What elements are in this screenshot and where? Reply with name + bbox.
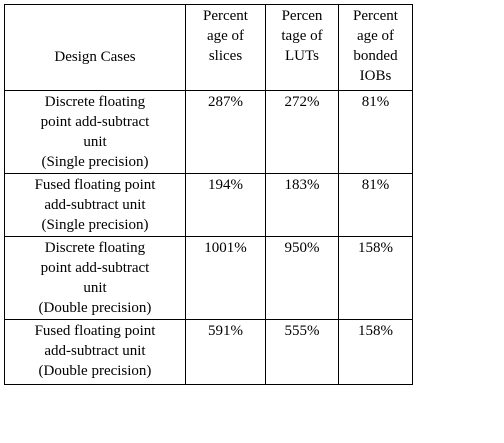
cell: 591% [185, 319, 266, 385]
cell: 158% [338, 319, 413, 385]
row: Fused floating point add-subtract unit (… [4, 319, 413, 385]
cell: Fused floating point add-subtract unit (… [4, 319, 186, 385]
header-cell: Design Cases [4, 4, 186, 91]
cell: 1001% [185, 236, 266, 320]
cell: 272% [265, 90, 339, 174]
cell: Discrete floating point add-subtract uni… [4, 90, 186, 174]
cell: Discrete floating point add-subtract uni… [4, 236, 186, 320]
cell: 950% [265, 236, 339, 320]
results-table: Design Cases Percent age of slices Perce… [4, 4, 413, 385]
cell: Fused floating point add-subtract unit (… [4, 173, 186, 237]
cell: 81% [338, 173, 413, 237]
header-cell: Percen tage of LUTs [265, 4, 339, 91]
cell: 183% [265, 173, 339, 237]
header-cell: Percent age of bonded IOBs [338, 4, 413, 91]
header-row: Design Cases Percent age of slices Perce… [4, 4, 413, 91]
header-cell: Percent age of slices [185, 4, 266, 91]
row: Discrete floating point add-subtract uni… [4, 90, 413, 174]
cell: 81% [338, 90, 413, 174]
cell: 555% [265, 319, 339, 385]
row: Fused floating point add-subtract unit (… [4, 173, 413, 237]
cell: 158% [338, 236, 413, 320]
cell: 194% [185, 173, 266, 237]
cell: 287% [185, 90, 266, 174]
row: Discrete floating point add-subtract uni… [4, 236, 413, 320]
